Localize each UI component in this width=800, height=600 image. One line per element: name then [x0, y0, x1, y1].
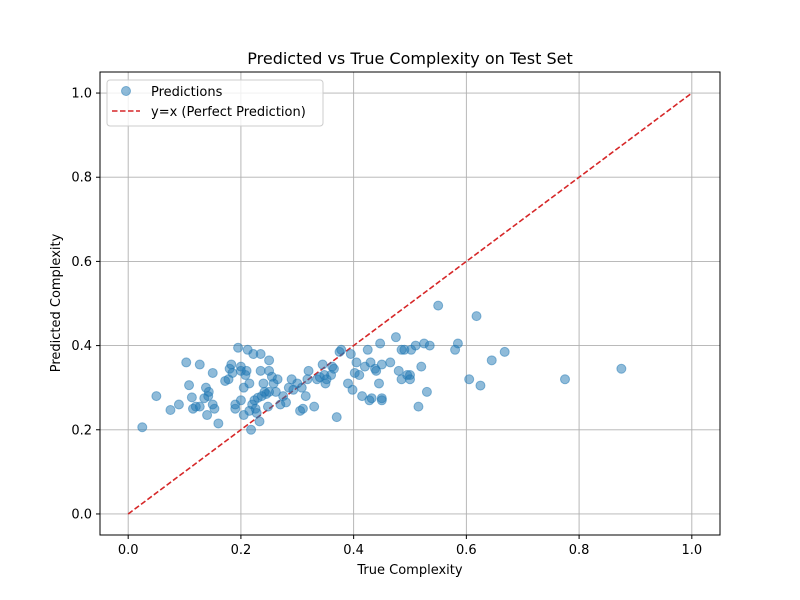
scatter-point [226, 359, 237, 370]
legend-label-perfect-prediction: y=x (Perfect Prediction) [151, 105, 306, 120]
scatter-point [416, 361, 427, 372]
scatter-point [371, 365, 382, 376]
scatter-point [255, 349, 266, 360]
x-tick-label: 0.2 [231, 543, 252, 558]
scatter-point [309, 401, 320, 412]
scatter-point [233, 342, 244, 353]
scatter-point [184, 380, 195, 391]
scatter-point [194, 401, 205, 412]
y-tick-label: 0.4 [71, 339, 92, 354]
x-axis-ticks: 0.0 0.2 0.4 0.6 0.8 1.0 [118, 535, 702, 558]
scatter-point [616, 363, 627, 374]
scatter-point [357, 391, 368, 402]
scatter-point [297, 403, 308, 414]
scatter-point [181, 357, 192, 368]
scatter-point [351, 357, 362, 368]
perfect-prediction-line [127, 92, 693, 515]
scatter-point [452, 338, 463, 349]
scatter-point [281, 397, 291, 408]
legend: Predictions y=x (Perfect Prediction) [106, 79, 324, 127]
y-axis-ticks: 0.0 0.2 0.4 0.6 0.8 1.0 [71, 87, 100, 522]
scatter-point [331, 412, 342, 423]
x-tick-label: 0.0 [118, 543, 139, 558]
scatter-points [137, 300, 627, 435]
scatter-point [362, 344, 373, 355]
scatter-point [433, 300, 444, 311]
scatter-point [255, 365, 266, 376]
scatter-point [499, 346, 510, 357]
scatter-point [385, 357, 396, 368]
scatter-point [246, 424, 257, 435]
scatter-point [258, 378, 269, 389]
scatter-point [251, 407, 262, 418]
scatter-point [464, 374, 475, 385]
scatter-point [194, 359, 205, 370]
scatter-point [376, 359, 387, 370]
scatter-point [272, 374, 283, 385]
chart-title: Predicted vs True Complexity on Test Set [247, 49, 573, 68]
legend-label-predictions: Predictions [151, 85, 223, 100]
scatter-point [560, 374, 570, 385]
scatter-point [235, 395, 246, 406]
x-axis-label: True Complexity [356, 563, 462, 578]
scatter-point [173, 399, 184, 410]
scatter-point [270, 386, 281, 397]
scatter-point [213, 418, 224, 429]
scatter-point [390, 332, 401, 343]
plot-area-frame [99, 71, 721, 536]
y-tick-label: 1.0 [71, 87, 92, 102]
x-tick-label: 0.8 [569, 543, 590, 558]
scatter-point [393, 365, 404, 376]
scatter-point [202, 410, 213, 421]
scatter-point [475, 380, 486, 391]
scatter-point [375, 338, 386, 349]
legend-marker-predictions [121, 86, 131, 96]
scatter-point [345, 349, 356, 360]
scatter-point [227, 367, 238, 378]
scatter-point [366, 393, 377, 404]
x-tick-label: 1.0 [681, 543, 702, 558]
scatter-point [244, 378, 255, 389]
scatter-point [328, 363, 339, 374]
scatter-point [347, 384, 358, 395]
scatter-point [151, 391, 162, 402]
scatter-point [241, 365, 252, 376]
grid-lines [100, 72, 720, 535]
scatter-point [471, 311, 482, 322]
x-tick-label: 0.4 [343, 543, 364, 558]
scatter-point [410, 340, 421, 351]
legend-box [106, 79, 324, 127]
scatter-point [376, 395, 387, 406]
scatter-point [209, 403, 220, 414]
x-tick-label: 0.6 [456, 543, 477, 558]
scatter-point [374, 378, 384, 389]
y-tick-label: 0.8 [71, 171, 92, 186]
y-tick-label: 0.6 [71, 255, 92, 270]
scatter-point [486, 355, 497, 366]
scatter-point [186, 392, 197, 403]
scatter-point [413, 401, 424, 412]
y-tick-label: 0.2 [71, 423, 92, 438]
scatter-point [264, 355, 275, 366]
scatter-point [254, 416, 265, 427]
scatter-point [303, 365, 314, 376]
scatter-point [421, 386, 432, 397]
scatter-point [203, 386, 214, 397]
scatter-point [302, 374, 313, 385]
scatter-point [300, 391, 311, 402]
reference-line-layer [127, 92, 693, 515]
scatter-point [354, 370, 365, 381]
y-axis-label: Predicted Complexity [49, 233, 64, 372]
scatter-point [165, 404, 176, 415]
scatter-point [207, 367, 218, 378]
scatter-point [137, 422, 148, 433]
scatter-point [317, 359, 328, 370]
scatter-point [296, 382, 307, 393]
y-tick-label: 0.0 [71, 507, 92, 522]
scatter-point [405, 374, 415, 385]
scatter-point [262, 401, 273, 412]
scatter-point [336, 344, 347, 355]
scatter-point [424, 340, 435, 351]
